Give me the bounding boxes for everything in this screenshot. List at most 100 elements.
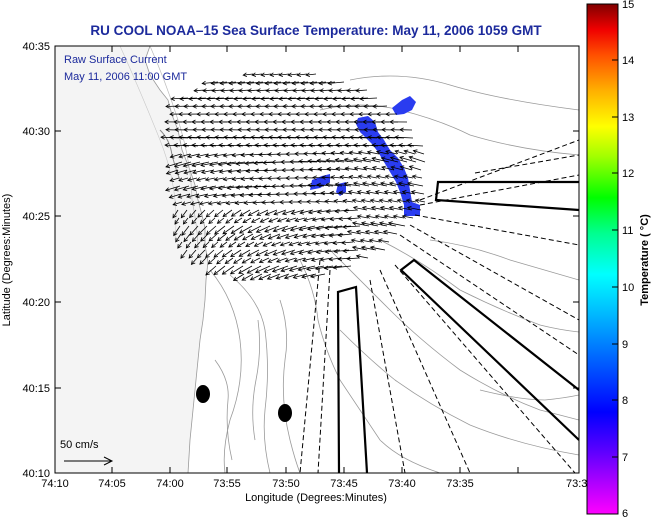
current-vector (178, 153, 191, 158)
current-vector-head (271, 184, 276, 189)
current-vector-head (366, 150, 372, 155)
current-vector-head (333, 199, 338, 204)
current-vector-head (331, 111, 336, 117)
current-vector (397, 199, 408, 203)
current-vector-head (164, 187, 170, 192)
current-vector-head (281, 167, 286, 173)
current-vector-head (248, 192, 253, 198)
current-vector-head (246, 269, 252, 274)
current-vector (306, 241, 318, 245)
current-vector (180, 97, 198, 100)
current-vector-head (192, 127, 197, 133)
current-vector (180, 209, 188, 218)
current-vector (356, 255, 369, 259)
current-vector-head (233, 219, 239, 224)
current-vector (344, 183, 361, 187)
current-vector (298, 160, 318, 163)
current-vector-head (272, 119, 277, 125)
current-vector (400, 166, 413, 171)
current-vector-head (216, 200, 222, 206)
current-vector-head (241, 259, 247, 264)
current-vector-head (410, 190, 416, 195)
current-vector-head (396, 198, 402, 204)
current-vector-head (377, 238, 383, 243)
current-vector (317, 184, 334, 187)
current-vector (165, 144, 181, 147)
current-vector-head (178, 177, 183, 182)
current-vector (390, 144, 406, 147)
current-vector (371, 182, 388, 187)
current-vector-head (220, 88, 225, 93)
current-vector-head (392, 214, 398, 219)
current-vector-head (183, 170, 189, 175)
x-axis-label: Longitude (Degrees:Minutes) (245, 492, 387, 504)
current-vector (246, 144, 262, 147)
current-vector-head (260, 72, 266, 77)
current-vector (265, 209, 278, 216)
current-vector (345, 144, 361, 147)
current-vector-head (291, 127, 296, 133)
current-vector-head (263, 251, 269, 256)
current-vector-head (291, 104, 296, 109)
current-vector (187, 153, 200, 158)
current-vector-head (230, 212, 236, 217)
current-vector-head (205, 135, 210, 140)
current-vector-head (216, 259, 221, 265)
current-vector-head (267, 235, 273, 240)
current-vector-head (369, 198, 375, 204)
current-vector (369, 239, 381, 243)
current-vector-head (236, 243, 242, 248)
current-vector-head (218, 169, 224, 174)
current-vector-head (200, 143, 205, 148)
current-vector (183, 217, 189, 225)
current-vector (302, 89, 314, 92)
current-vector-head (299, 167, 304, 172)
x-tick-label: 73:50 (272, 478, 300, 490)
current-vector (197, 249, 206, 259)
current-vector-head (351, 221, 357, 226)
current-vector-head (262, 184, 267, 189)
current-vector-head (256, 88, 261, 93)
current-vector (247, 249, 260, 257)
current-vector (286, 217, 297, 222)
current-vector-head (228, 127, 233, 133)
current-vector-head (192, 104, 197, 109)
current-vector-head (250, 135, 255, 140)
current-vector-head (259, 235, 264, 240)
current-vector (326, 184, 343, 187)
current-vector-head (405, 198, 411, 204)
current-vector-head (225, 200, 231, 206)
current-vector-head (340, 135, 345, 140)
current-vector (255, 265, 271, 273)
current-vector-head (289, 250, 295, 256)
current-vector-head (208, 185, 214, 191)
current-vector-head (207, 201, 213, 206)
current-vector (381, 166, 395, 171)
current-vector-head (375, 174, 381, 180)
current-vector (372, 157, 390, 163)
current-vector-head (229, 88, 234, 93)
current-vector-head (262, 242, 268, 247)
current-vector-head (344, 119, 349, 125)
current-vector-head (338, 216, 344, 222)
current-vector-head (347, 190, 353, 195)
current-vector-head (334, 157, 340, 163)
current-vector-head (225, 236, 230, 241)
current-vector-head (192, 169, 197, 175)
current-vector (226, 201, 237, 204)
current-vector (284, 89, 296, 92)
current-vector (297, 97, 315, 100)
current-vector-head (230, 193, 236, 198)
current-vector-head (323, 96, 328, 101)
current-vector-head (307, 158, 312, 164)
current-vector (306, 265, 325, 270)
current-vector-head (202, 88, 207, 93)
current-vector-head (231, 176, 237, 182)
current-vector-head (173, 163, 179, 168)
current-vector (187, 177, 198, 181)
y-tick-label: 40:20 (22, 297, 50, 309)
current-vector (242, 257, 252, 264)
current-vector (241, 177, 252, 180)
current-vector-head (313, 135, 318, 140)
current-vector (216, 97, 234, 100)
